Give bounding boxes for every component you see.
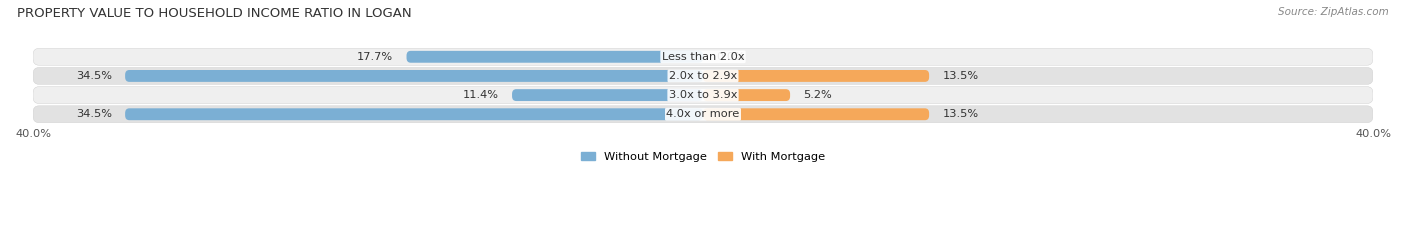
Text: Less than 2.0x: Less than 2.0x [662,52,744,62]
Text: PROPERTY VALUE TO HOUSEHOLD INCOME RATIO IN LOGAN: PROPERTY VALUE TO HOUSEHOLD INCOME RATIO… [17,7,412,20]
Text: 3.0x to 3.9x: 3.0x to 3.9x [669,90,737,100]
FancyBboxPatch shape [32,48,1374,65]
FancyBboxPatch shape [703,108,929,120]
FancyBboxPatch shape [703,89,790,101]
Text: Source: ZipAtlas.com: Source: ZipAtlas.com [1278,7,1389,17]
FancyBboxPatch shape [32,106,1374,123]
FancyBboxPatch shape [32,68,1374,84]
FancyBboxPatch shape [406,51,703,63]
Text: 4.0x or more: 4.0x or more [666,109,740,119]
FancyBboxPatch shape [32,87,1374,103]
FancyBboxPatch shape [125,70,703,82]
FancyBboxPatch shape [703,70,929,82]
Text: 17.7%: 17.7% [357,52,394,62]
FancyBboxPatch shape [125,108,703,120]
Text: 0.0%: 0.0% [717,52,745,62]
Text: 5.2%: 5.2% [803,90,832,100]
Text: 34.5%: 34.5% [76,71,111,81]
Text: 34.5%: 34.5% [76,109,111,119]
Text: 13.5%: 13.5% [942,71,979,81]
Legend: Without Mortgage, With Mortgage: Without Mortgage, With Mortgage [581,152,825,162]
Text: 11.4%: 11.4% [463,90,499,100]
Text: 13.5%: 13.5% [942,109,979,119]
Text: 2.0x to 2.9x: 2.0x to 2.9x [669,71,737,81]
FancyBboxPatch shape [512,89,703,101]
